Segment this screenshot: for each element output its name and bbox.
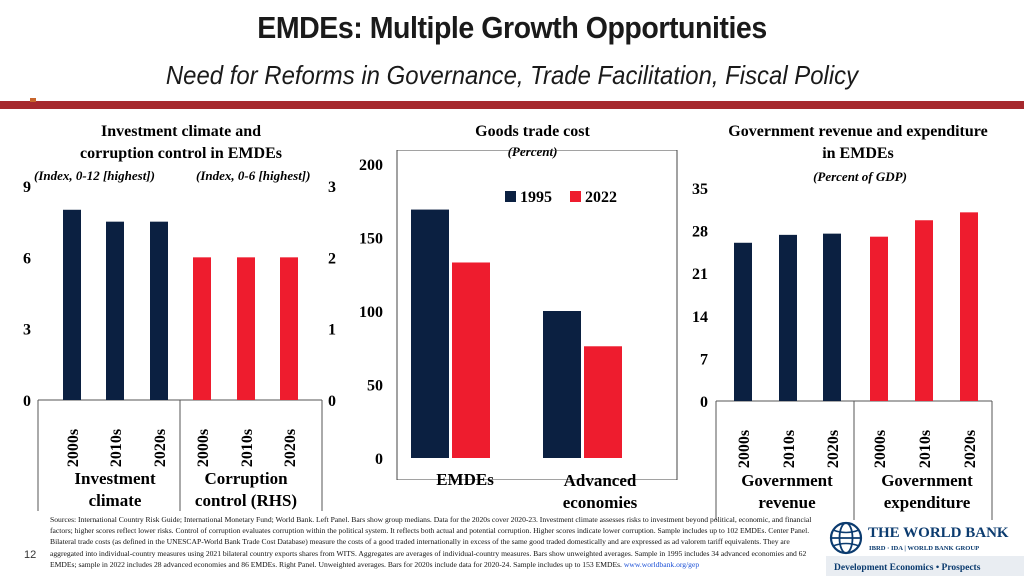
- left-x-tick: 2010s: [239, 429, 256, 467]
- right-x-tick: 2010s: [781, 430, 798, 468]
- right-y-tick: 35: [692, 181, 708, 198]
- center-y-tick: 200: [359, 157, 383, 174]
- bar-investment-climate: [150, 221, 168, 400]
- left-group2-label: Corruption control (RHS): [194, 469, 298, 510]
- legend-swatch-1995: [505, 191, 516, 202]
- right-x-tick: 2020s: [962, 430, 979, 468]
- right-x-tick: 2000s: [872, 430, 889, 468]
- left-unit-left: (Index, 0-12 [highest]): [34, 168, 155, 183]
- right-group2-label: Government expenditure: [881, 471, 973, 512]
- bar-investment-climate: [106, 221, 124, 400]
- bar-trade-cost-1995: [543, 311, 581, 458]
- center-y-tick: 100: [359, 304, 383, 321]
- bar-government-revenue: [779, 234, 797, 401]
- left-x-tick: 2020s: [152, 429, 169, 467]
- bar-trade-cost-1995: [411, 209, 449, 458]
- left-x-tick: 2020s: [282, 429, 299, 467]
- left-x-tick: 2000s: [65, 429, 82, 467]
- left-title-line2: corruption control in EMDEs: [80, 145, 282, 162]
- right-group1-label: Government revenue: [741, 471, 833, 512]
- right-y-tick: 1: [328, 322, 336, 339]
- page-number: 12: [24, 549, 37, 561]
- center-chart-frame: [396, 150, 678, 480]
- bar-trade-cost-2022: [584, 346, 622, 458]
- right-panel-chart: 0 7 14 21 28 35 2000s 2010s 2020s 2000s 2010s 2020s: [692, 181, 993, 520]
- legend-label-2022: 2022: [585, 189, 617, 206]
- logo-name: THE WORLD BANK: [868, 525, 1009, 541]
- center-panel-title: Goods trade cost: [475, 123, 590, 140]
- center-y-tick: 150: [359, 231, 383, 248]
- left-y-tick: 6: [23, 250, 31, 267]
- bar-government-expenditure: [960, 212, 978, 401]
- bar-government-expenditure: [915, 220, 933, 401]
- sources-note: Sources: International Country Risk Guid…: [50, 515, 812, 569]
- title-rule-accent: [30, 98, 36, 102]
- right-y-tick: 28: [692, 224, 708, 241]
- legend-label-1995: 1995: [520, 189, 552, 206]
- legend-swatch-2022: [570, 191, 581, 202]
- right-y-tick: 21: [692, 266, 708, 283]
- left-panel-chart: 0 3 6 9 0 1 2 3 2000s 2010s 2020s 2000s 2010s 2020s: [23, 179, 336, 511]
- globe-icon: [829, 521, 863, 555]
- left-y-tick: 3: [23, 322, 31, 339]
- center-unit: (Percent): [507, 144, 558, 159]
- bar-corruption-control: [193, 257, 211, 400]
- center-y-tick: 50: [367, 378, 383, 395]
- center-panel-chart: 0 50 100 150 200 1995 2022: [359, 150, 678, 480]
- right-x-tick: 2010s: [917, 430, 934, 468]
- left-x-tick: 2010s: [108, 429, 125, 467]
- left-y-tick: 0: [23, 393, 31, 410]
- left-unit-right: (Index, 0-6 [highest]): [196, 168, 311, 183]
- logo-tagline: Development Economics • Prospects: [834, 563, 981, 573]
- right-y-tick: 14: [692, 309, 708, 326]
- right-unit: (Percent of GDP): [813, 169, 907, 184]
- bar-government-revenue: [823, 233, 841, 401]
- right-y-tick: 2: [328, 250, 336, 267]
- right-y-tick: 3: [328, 179, 336, 196]
- sources-link[interactable]: www.worldbank.org/gep: [623, 559, 700, 569]
- logo-sub: IBRD · IDA | WORLD BANK GROUP: [869, 545, 979, 552]
- left-x-tick: 2000s: [195, 429, 212, 467]
- bar-government-expenditure: [870, 236, 888, 401]
- right-panel-title: Government revenue and expenditure in EM…: [728, 123, 988, 162]
- bar-corruption-control: [237, 257, 255, 400]
- left-group1-label: Investment climate: [74, 469, 156, 510]
- center-y-tick: 0: [375, 451, 383, 468]
- left-panel-title: Investment climate and corruption contro…: [50, 121, 312, 165]
- bar-investment-climate: [63, 209, 81, 400]
- right-x-tick: 2000s: [736, 430, 753, 468]
- right-y-tick: 0: [328, 393, 336, 410]
- center-cat2-label: Advanced economies: [562, 471, 638, 512]
- bar-corruption-control: [280, 257, 298, 400]
- page-subtitle: Need for Reforms in Governance, Trade Fa…: [165, 60, 859, 90]
- right-y-tick: 0: [700, 394, 708, 411]
- left-title-line1: Investment climate and: [101, 123, 261, 140]
- center-cat1-label: EMDEs: [436, 470, 494, 489]
- left-y-tick: 9: [23, 179, 31, 196]
- bar-trade-cost-2022: [452, 262, 490, 458]
- right-x-tick: 2020s: [825, 430, 842, 468]
- title-rule: [0, 101, 1024, 109]
- bar-government-revenue: [734, 242, 752, 401]
- world-bank-logo: THE WORLD BANK IBRD · IDA | WORLD BANK G…: [826, 521, 1024, 576]
- page-title: EMDEs: Multiple Growth Opportunities: [257, 10, 767, 45]
- logo-tag-band: [826, 556, 1024, 576]
- right-y-tick: 7: [700, 351, 708, 368]
